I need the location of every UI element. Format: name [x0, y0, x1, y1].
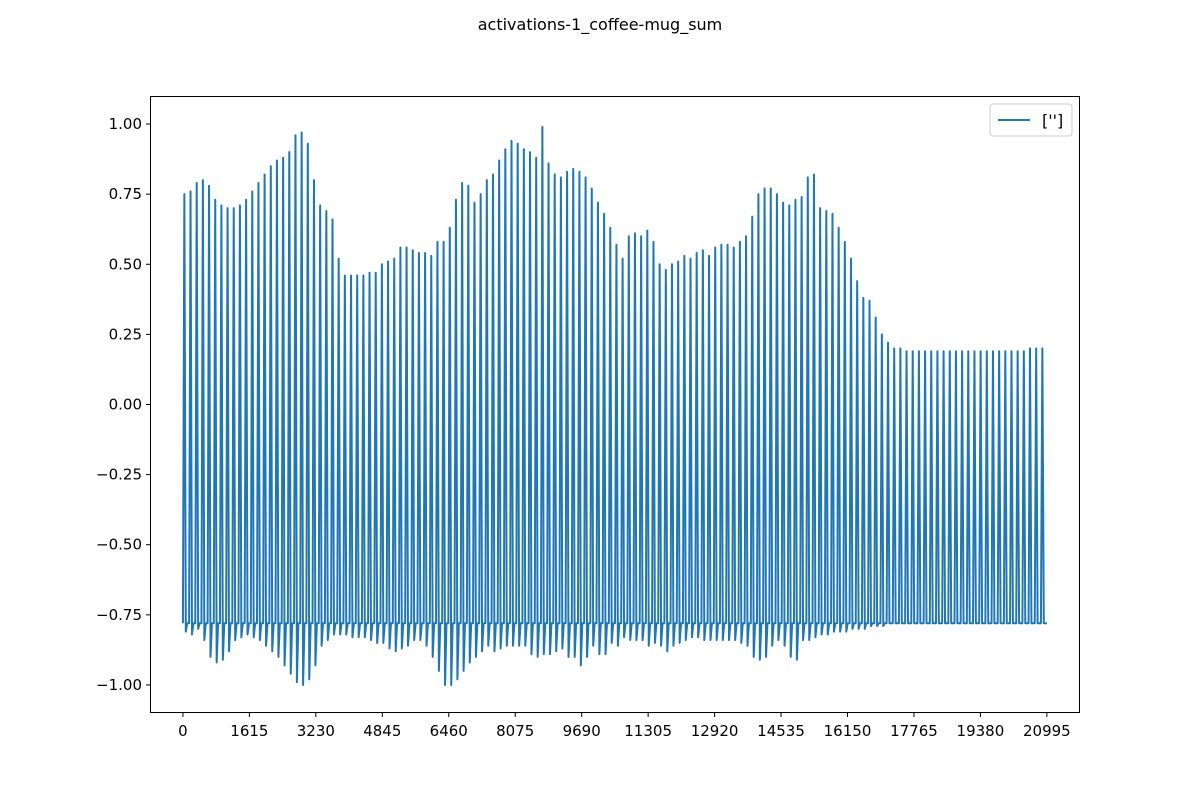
x-tick-label: 6460	[430, 722, 468, 740]
y-tick-label: −0.25	[96, 466, 142, 484]
y-tick-label: 1.00	[109, 115, 142, 133]
legend: ['']	[989, 103, 1073, 137]
chart-title: activations-1_coffee-mug_sum	[478, 15, 723, 35]
x-tick-label: 9690	[563, 722, 601, 740]
x-tick-label: 19380	[957, 722, 1005, 740]
x-tick-label: 16150	[824, 722, 872, 740]
x-tick-label: 3230	[297, 722, 335, 740]
x-tick-label: 14535	[757, 722, 805, 740]
y-tick-label: −0.75	[96, 606, 142, 624]
y-axis: 1.00 0.75 0.50 0.25 0.00 −0.25 −0.50 −0.75 −1.00	[96, 115, 150, 694]
y-tick-label: −0.50	[96, 536, 142, 554]
x-tick-label: 1615	[230, 722, 268, 740]
series-line	[181, 125, 1047, 686]
x-tick-label: 17765	[890, 722, 938, 740]
x-tick-label: 4845	[363, 722, 401, 740]
x-axis: 0 1615 3230 4845 6460 8075 9690 11305 12920 14535…	[178, 713, 1071, 740]
y-tick-label: 0.50	[109, 255, 142, 273]
x-tick-label: 8075	[496, 722, 534, 740]
x-tick-label: 11305	[624, 722, 672, 740]
legend-entry: ['']	[1042, 111, 1063, 130]
y-tick-label: 0.25	[109, 325, 142, 343]
x-tick-label: 12920	[691, 722, 739, 740]
plot-area	[181, 125, 1047, 686]
x-tick-label: 20995	[1023, 722, 1071, 740]
series-layer	[181, 125, 1047, 686]
y-tick-label: −1.00	[96, 676, 142, 694]
y-tick-label: 0.75	[109, 185, 142, 203]
plot-frame	[150, 96, 1080, 713]
y-tick-label: 0.00	[109, 396, 142, 414]
x-tick-label: 0	[178, 722, 188, 740]
legend-box	[989, 103, 1073, 137]
